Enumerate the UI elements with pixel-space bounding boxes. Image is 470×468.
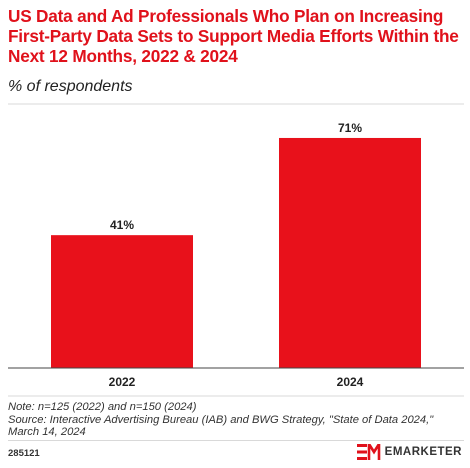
brand-name: EMARKETER	[384, 446, 462, 458]
source-line: Source: Interactive Advertising Bureau (…	[8, 413, 434, 426]
chart-id: 285121	[8, 448, 40, 459]
chart-title: US Data and Ad Professionals Who Plan on…	[8, 6, 459, 66]
source-line-continued: March 14, 2024	[8, 426, 86, 438]
brand: EMARKETER	[356, 444, 462, 460]
data-label: 71%	[338, 121, 362, 135]
bar	[51, 235, 193, 368]
chart-notes: Note: n=125 (2022) and n=150 (2024) Sour…	[8, 401, 464, 439]
x-tick-label: 2022	[109, 375, 136, 389]
x-tick-label: 2024	[337, 375, 364, 389]
chart-subtitle: % of respondents	[8, 78, 133, 95]
bar	[279, 137, 421, 368]
note-line: Note: n=125 (2022) and n=150 (2024)	[8, 401, 197, 413]
data-label: 41%	[110, 218, 134, 232]
footer-divider	[8, 440, 464, 441]
em-logo-icon	[356, 444, 380, 460]
bar-chart: 41% 2022 71% 2024	[8, 103, 464, 397]
